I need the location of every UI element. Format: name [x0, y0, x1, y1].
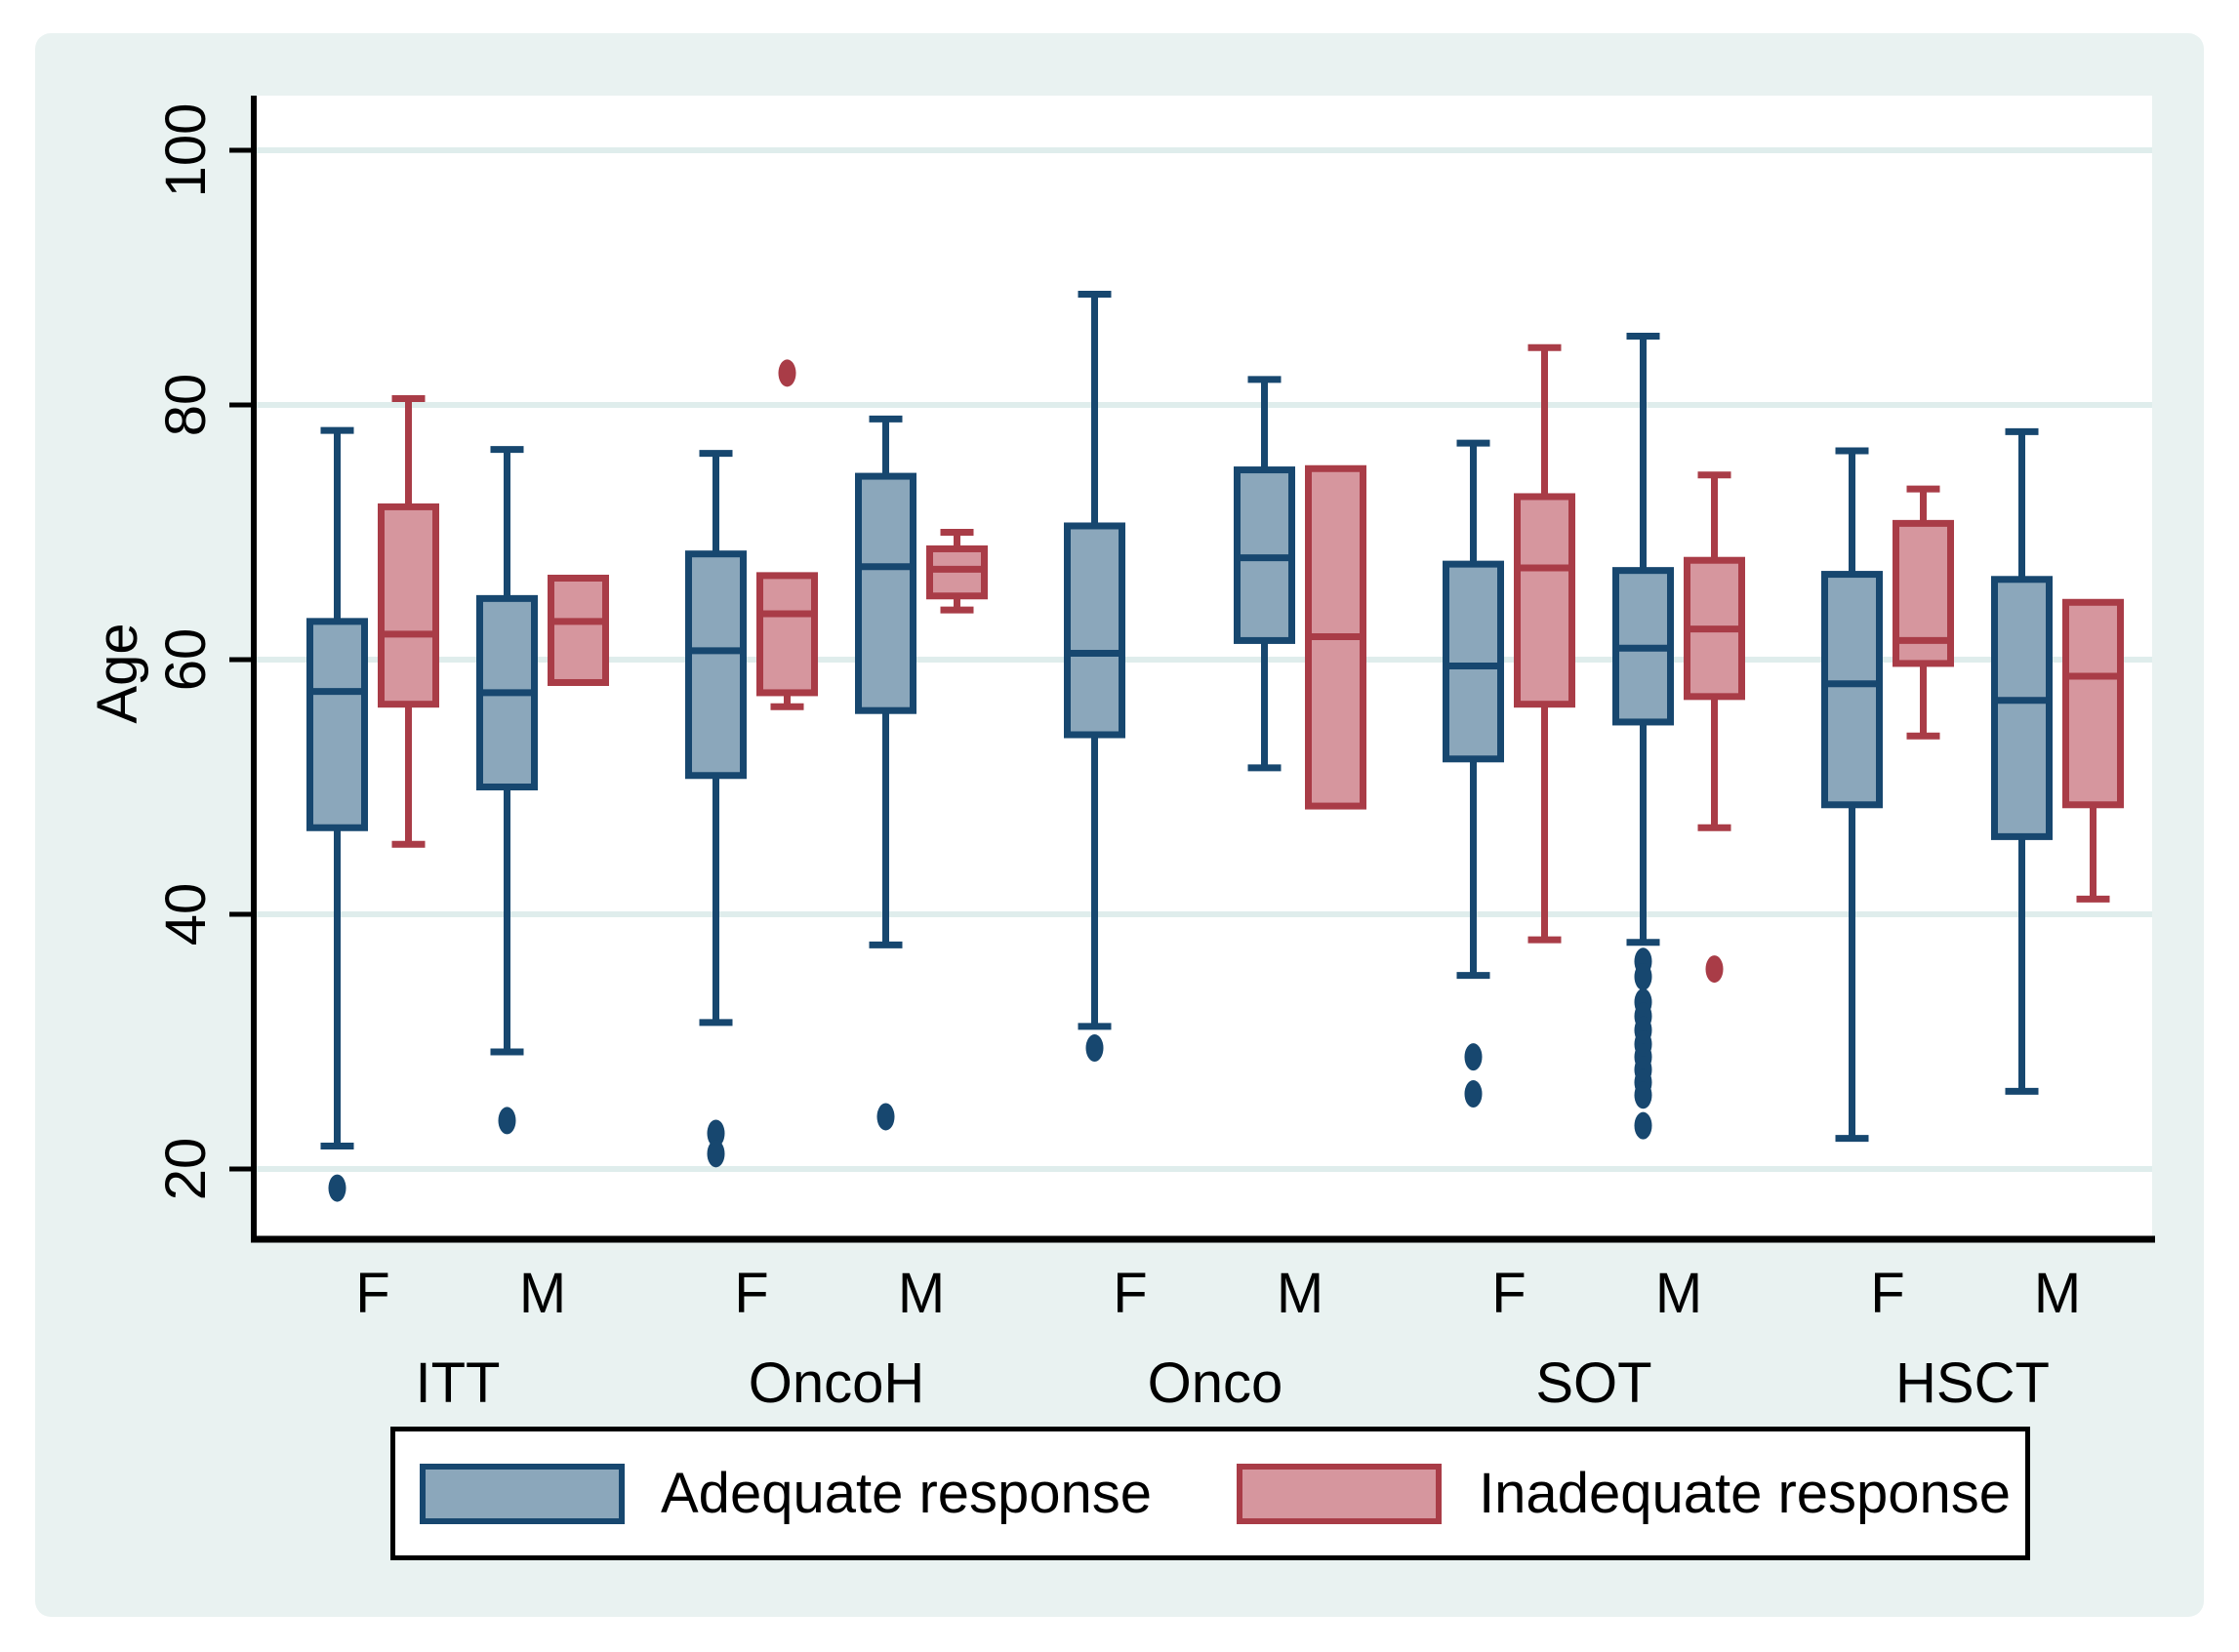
box-oncoh-f-inadequate-response-outlier: [778, 359, 796, 387]
sex-label-itt-f: F: [355, 1262, 389, 1325]
box-hsct-f-adequate-response: [1821, 571, 1883, 809]
sex-label-onco-m: M: [1277, 1262, 1323, 1325]
box-onco-f-adequate-response-outlier: [1085, 1034, 1104, 1063]
box-hsct-m-adequate-response: [1991, 576, 2053, 840]
box-oncoh-f-adequate-response: [685, 550, 747, 780]
box-oncoh-f-inadequate-response: [756, 572, 818, 697]
legend-swatch-adequate: [420, 1463, 625, 1524]
group-label-hsct: HSCT: [1895, 1351, 2050, 1415]
sex-label-onco-f: F: [1113, 1262, 1147, 1325]
box-sot-m-inadequate-response-outlier: [1705, 955, 1724, 984]
box-sot-m-adequate-response-outlier: [1634, 1111, 1652, 1140]
legend-label-inadequate: Inadequate response: [1479, 1462, 2012, 1525]
box-oncoh-m-adequate-response: [855, 472, 916, 714]
box-itt-m-inadequate-response: [548, 574, 609, 686]
box-sot-m-adequate-response-outlier: [1634, 962, 1652, 990]
y-tick-label-20: 20: [154, 1138, 218, 1201]
box-itt-f-inadequate-response: [378, 503, 439, 708]
y-axis-title: Age: [86, 623, 149, 723]
y-tick-label-100: 100: [154, 103, 218, 198]
box-oncoh-f-adequate-response-outlier: [707, 1140, 725, 1168]
y-tick-label-40: 40: [154, 883, 218, 947]
group-label-onco: Onco: [1148, 1351, 1283, 1415]
box-sot-f-adequate-response: [1443, 560, 1504, 763]
y-tick-label-80: 80: [154, 374, 218, 437]
sex-label-hsct-m: M: [2034, 1262, 2081, 1325]
legend: Adequate response Inadequate response: [390, 1427, 2030, 1560]
box-itt-m-adequate-response-outlier: [498, 1107, 516, 1135]
sex-label-oncoh-f: F: [734, 1262, 768, 1325]
legend-label-adequate: Adequate response: [661, 1462, 1153, 1525]
box-itt-f-adequate-response: [306, 618, 368, 831]
box-itt-f-adequate-response-outlier: [328, 1174, 346, 1202]
y-tick-label-60: 60: [154, 628, 218, 692]
sex-label-hsct-f: F: [1870, 1262, 1904, 1325]
sex-label-oncoh-m: M: [898, 1262, 945, 1325]
legend-swatch-inadequate: [1237, 1463, 1443, 1524]
group-label-oncoh: OncoH: [749, 1351, 925, 1415]
box-sot-f-adequate-response-outlier: [1464, 1043, 1483, 1071]
sex-label-sot-f: F: [1491, 1262, 1526, 1325]
box-onco-f-adequate-response: [1064, 522, 1125, 739]
sex-label-itt-m: M: [519, 1262, 566, 1325]
box-sot-m-adequate-response-outlier: [1634, 1081, 1652, 1109]
box-oncoh-f-adequate-response-outlier: [707, 1119, 725, 1148]
box-hsct-m-inadequate-response: [2062, 598, 2124, 809]
box-oncoh-m-adequate-response-outlier: [876, 1103, 895, 1131]
sex-label-sot-m: M: [1655, 1262, 1702, 1325]
box-sot-f-inadequate-response: [1514, 493, 1575, 708]
group-label-sot: SOT: [1535, 1351, 1651, 1415]
group-label-itt: ITT: [416, 1351, 501, 1415]
box-sot-f-adequate-response-outlier: [1464, 1080, 1483, 1108]
